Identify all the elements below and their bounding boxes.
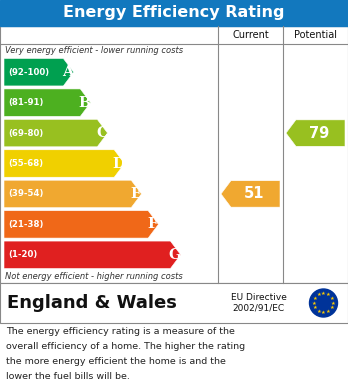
Bar bbox=[0, 283, 348, 323]
Text: ★: ★ bbox=[329, 296, 334, 301]
Text: ★: ★ bbox=[321, 291, 326, 296]
Text: ★: ★ bbox=[313, 296, 318, 301]
Text: Very energy efficient - lower running costs: Very energy efficient - lower running co… bbox=[5, 46, 183, 55]
Text: ★: ★ bbox=[316, 292, 321, 297]
Text: (1-20): (1-20) bbox=[8, 250, 37, 259]
Polygon shape bbox=[4, 150, 125, 177]
Text: Not energy efficient - higher running costs: Not energy efficient - higher running co… bbox=[5, 272, 183, 281]
Text: The energy efficiency rating is a measure of the: The energy efficiency rating is a measur… bbox=[6, 327, 235, 336]
Text: B: B bbox=[79, 96, 91, 109]
Text: G: G bbox=[169, 248, 181, 262]
Circle shape bbox=[309, 289, 338, 317]
Polygon shape bbox=[4, 119, 108, 147]
Polygon shape bbox=[4, 241, 181, 269]
Text: Potential: Potential bbox=[294, 30, 337, 40]
Polygon shape bbox=[4, 180, 142, 208]
Text: (92-100): (92-100) bbox=[8, 68, 49, 77]
Text: overall efficiency of a home. The higher the rating: overall efficiency of a home. The higher… bbox=[6, 342, 245, 351]
Bar bbox=[0, 0, 348, 26]
Text: A: A bbox=[62, 65, 74, 79]
Text: lower the fuel bills will be.: lower the fuel bills will be. bbox=[6, 372, 130, 381]
Text: ★: ★ bbox=[316, 309, 321, 314]
Text: ★: ★ bbox=[321, 310, 326, 315]
Text: ★: ★ bbox=[326, 309, 331, 314]
Text: ★: ★ bbox=[326, 292, 331, 297]
Text: (69-80): (69-80) bbox=[8, 129, 43, 138]
Text: (81-91): (81-91) bbox=[8, 98, 44, 107]
Text: C: C bbox=[96, 126, 108, 140]
Text: ★: ★ bbox=[313, 305, 318, 310]
Text: ★: ★ bbox=[329, 305, 334, 310]
Text: 51: 51 bbox=[244, 187, 264, 201]
Text: E: E bbox=[130, 187, 141, 201]
Polygon shape bbox=[4, 59, 74, 86]
Text: F: F bbox=[148, 217, 158, 231]
Text: Current: Current bbox=[232, 30, 269, 40]
Bar bbox=[0, 323, 348, 391]
Text: ★: ★ bbox=[331, 301, 335, 305]
Bar bbox=[0, 26, 348, 283]
Text: Energy Efficiency Rating: Energy Efficiency Rating bbox=[63, 5, 285, 20]
Text: (21-38): (21-38) bbox=[8, 220, 44, 229]
Polygon shape bbox=[4, 89, 90, 117]
Polygon shape bbox=[286, 120, 345, 146]
Polygon shape bbox=[221, 181, 280, 207]
Text: (39-54): (39-54) bbox=[8, 189, 44, 198]
Text: 79: 79 bbox=[309, 126, 330, 141]
Text: England & Wales: England & Wales bbox=[7, 294, 177, 312]
Text: EU Directive
2002/91/EC: EU Directive 2002/91/EC bbox=[231, 293, 286, 313]
Polygon shape bbox=[4, 211, 158, 238]
Text: the more energy efficient the home is and the: the more energy efficient the home is an… bbox=[6, 357, 226, 366]
Text: ★: ★ bbox=[311, 301, 316, 305]
Text: (55-68): (55-68) bbox=[8, 159, 43, 168]
Text: D: D bbox=[112, 156, 125, 170]
